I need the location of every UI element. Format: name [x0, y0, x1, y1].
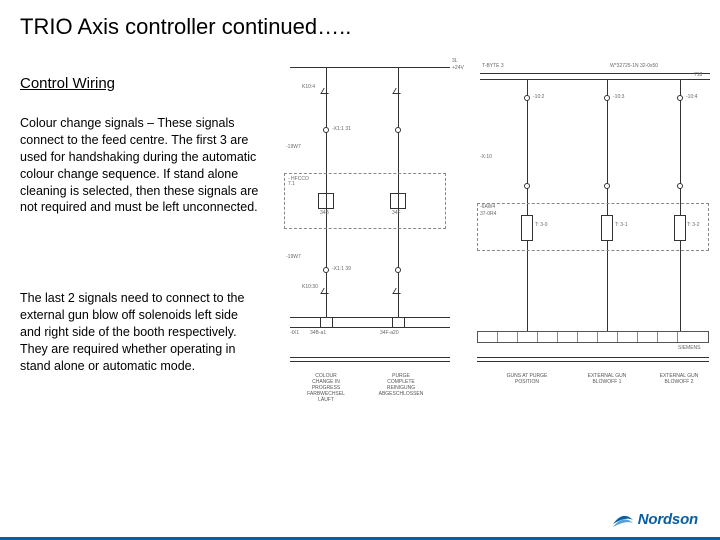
nordson-logo: Nordson	[612, 508, 698, 530]
diagram-line	[557, 332, 558, 342]
io-pin-box	[674, 215, 686, 241]
diagram-line	[480, 73, 710, 74]
diagram-label: 37-0R4	[480, 212, 496, 217]
diagram-label: -10:4	[686, 95, 697, 100]
diagram-label: -X1:1 31	[332, 127, 351, 132]
diagram-line	[290, 357, 450, 358]
relay-symbol	[392, 88, 403, 94]
diagram-label: 3L	[452, 59, 458, 64]
diagram-line	[497, 332, 498, 342]
diagram-line	[392, 317, 393, 327]
diagram-line	[617, 332, 618, 342]
terminal-node	[524, 183, 530, 189]
diagram-line	[290, 361, 450, 362]
diagram-label: K10:4	[302, 85, 315, 90]
terminal-node	[323, 267, 329, 273]
diagram-label: -19W7	[286, 145, 301, 150]
logo-text: Nordson	[638, 511, 698, 528]
diagram-label: -10:2	[533, 95, 544, 100]
diagram-label: 34F	[392, 211, 401, 216]
diagram-label: SIEMENS	[678, 346, 701, 351]
diagram-label: - HFCCO 7.1	[288, 177, 309, 187]
diagram-line	[480, 79, 710, 80]
diagram-label: -19W7	[286, 255, 301, 260]
diagram-caption: EXTERNAL GUN BLOWOFF 2	[648, 373, 710, 385]
diagram-caption: GUNS AT PURGE POSITION	[494, 373, 560, 385]
diagram-line	[637, 332, 638, 342]
diagram-line	[677, 332, 678, 342]
terminal-node	[323, 127, 329, 133]
footer: Nordson	[0, 512, 720, 540]
diagram-line	[320, 317, 321, 327]
slide-title: TRIO Axis controller continued…..	[20, 14, 351, 40]
terminal-node	[395, 267, 401, 273]
terminal-block	[390, 193, 406, 209]
diagram-label: -6AW4	[480, 205, 495, 210]
diagram-line	[597, 332, 598, 342]
terminal-node	[604, 183, 610, 189]
diagram-label: +24V	[452, 66, 464, 71]
terminal-node	[524, 95, 530, 101]
diagram-label: 34F-a20	[380, 331, 399, 336]
diagram-label: T-BYTE 3	[482, 64, 504, 69]
diagram-label: 34B-a1	[310, 331, 326, 336]
diagram-caption: COLOUR CHANGE IN PROGRESS FARBWECHSEL LÄ…	[296, 373, 356, 403]
diagram-line	[404, 317, 405, 327]
diagram-caption: EXTERNAL GUN BLOWOFF 1	[576, 373, 638, 385]
paragraph-2: The last 2 signals need to connect to th…	[20, 290, 260, 374]
section-heading: Control Wiring	[20, 75, 115, 92]
connector-strip	[477, 331, 709, 343]
diagram-label: W*32725-1N 32-0x50	[610, 64, 658, 69]
terminal-node	[677, 183, 683, 189]
diagram-line	[290, 327, 450, 328]
wiring-diagram: 3L +24V K10:4 K10:30 -19W7 -19W7 -X1:1 3…	[280, 55, 710, 455]
relay-symbol	[320, 288, 331, 294]
diagram-line	[477, 357, 709, 358]
diagram-line	[290, 317, 450, 318]
diagram-label: -tX1	[290, 331, 299, 336]
terminal-node	[604, 95, 610, 101]
diagram-label: -10:3	[613, 95, 624, 100]
relay-symbol	[320, 88, 331, 94]
io-pin-box	[601, 215, 613, 241]
terminal-node	[395, 127, 401, 133]
logo-swoosh-icon	[612, 508, 634, 530]
diagram-line	[517, 332, 518, 342]
io-pin-box	[521, 215, 533, 241]
diagram-line	[290, 67, 450, 68]
diagram-line	[537, 332, 538, 342]
diagram-label: 718	[694, 73, 702, 78]
slide: TRIO Axis controller continued….. Contro…	[0, 0, 720, 540]
paragraph-1: Colour change signals – These signals co…	[20, 115, 260, 216]
diagram-label: T: 3-2	[687, 223, 700, 228]
diagram-label: 34B	[320, 211, 329, 216]
diagram-label: T: 3-0	[535, 223, 548, 228]
diagram-line	[657, 332, 658, 342]
diagram-label: K10:30	[302, 285, 318, 290]
diagram-line	[332, 317, 333, 327]
diagram-label: -X1:1 39	[332, 267, 351, 272]
diagram-caption: PURGE COMPLETE REINIGUNG ABGESCHLOSSEN	[366, 373, 436, 397]
diagram-label: -X:10	[480, 155, 492, 160]
terminal-block	[318, 193, 334, 209]
relay-symbol	[392, 288, 403, 294]
terminal-node	[677, 95, 683, 101]
diagram-line	[577, 332, 578, 342]
diagram-line	[477, 361, 709, 362]
diagram-label: T: 3-1	[615, 223, 628, 228]
